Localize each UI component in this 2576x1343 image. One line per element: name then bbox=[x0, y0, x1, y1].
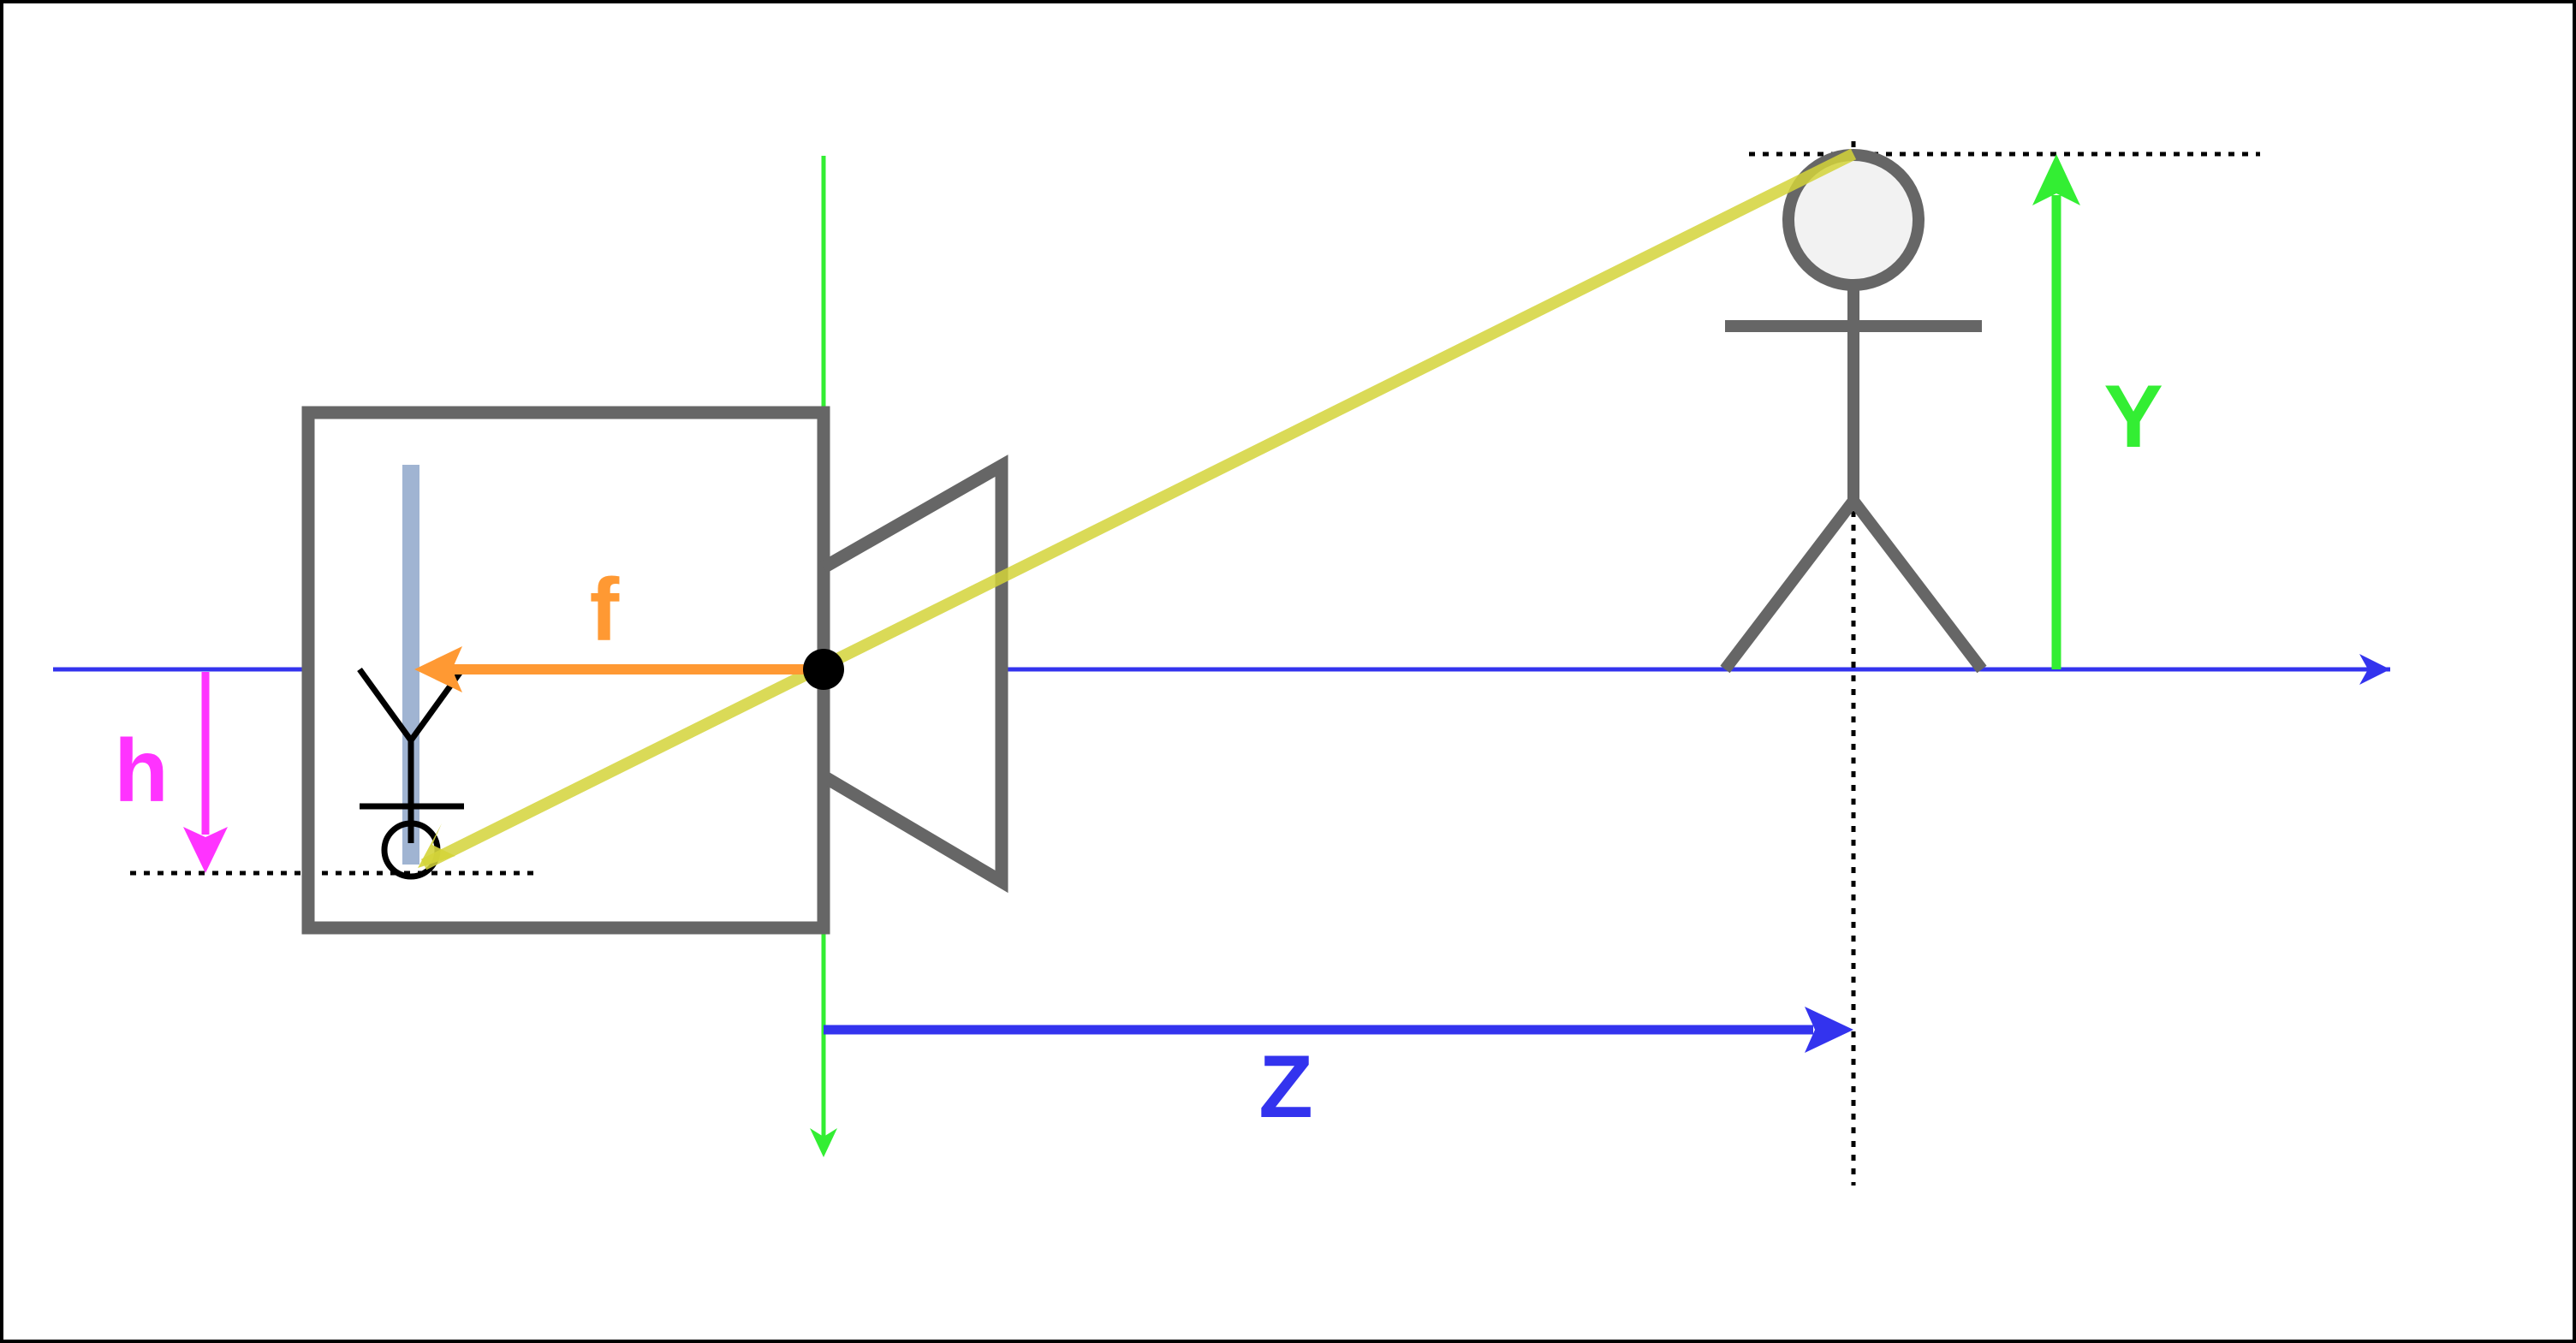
focal-length-label: f bbox=[590, 561, 620, 660]
object-distance-arrowhead bbox=[1805, 1007, 1853, 1053]
object-height-arrowhead bbox=[2032, 154, 2080, 205]
person-icon bbox=[1720, 149, 1987, 674]
optical-axis-arrowhead bbox=[2359, 654, 2390, 685]
pinhole-icon bbox=[803, 649, 844, 690]
object-height-label: Y bbox=[2103, 367, 2163, 466]
focal-length-arrowhead bbox=[414, 646, 462, 692]
projection-ray bbox=[420, 148, 1857, 871]
image-height-label: h bbox=[114, 722, 169, 821]
camera-lens bbox=[820, 455, 1008, 894]
vertical-axis-arrowhead bbox=[810, 1128, 837, 1157]
object-distance-label: Z bbox=[1258, 1037, 1313, 1137]
image-height-arrowhead bbox=[183, 827, 228, 873]
projection-ray-arrowhead bbox=[418, 823, 455, 868]
